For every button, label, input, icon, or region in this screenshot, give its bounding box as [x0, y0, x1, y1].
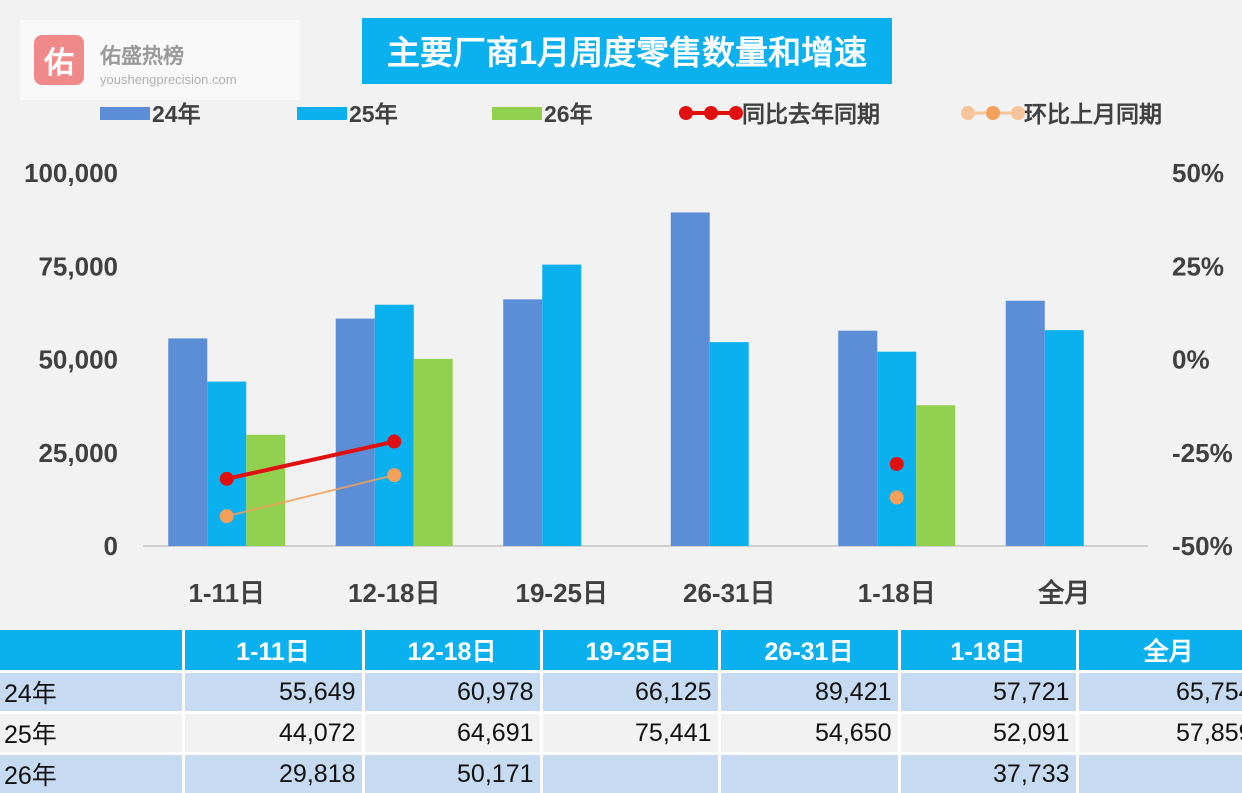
bar-26年 [246, 435, 285, 546]
bar-24年 [503, 299, 542, 546]
bar-26年 [916, 405, 955, 546]
table-cell: 54,650 [719, 713, 899, 754]
point-环比上月同期 [220, 509, 234, 523]
point-同比去年同期 [387, 435, 401, 449]
legend-marker [961, 106, 975, 120]
y-left-tick-label: 50,000 [38, 345, 118, 375]
point-同比去年同期 [890, 457, 904, 471]
bar-24年 [336, 319, 375, 546]
chart: 主要厂商1月周度零售数量和增速 24年 25年 26年 同比去年同期 环比上月同期 0 2… [0, 0, 1242, 630]
bar-25年 [877, 352, 916, 546]
table-header-cell [0, 630, 183, 672]
legend-swatch [492, 107, 542, 120]
table-header-cell: 19-25日 [541, 630, 719, 672]
table-cell [719, 754, 899, 793]
row-label: 24年 [0, 672, 183, 713]
table-header-cell: 1-11日 [183, 630, 363, 672]
y-right-tick-label: -25% [1172, 438, 1233, 468]
legend-label: 24年 [152, 101, 201, 127]
x-tick-label: 1-11日 [188, 578, 265, 608]
bar-25年 [542, 265, 581, 546]
table-row: 24年 55,649 60,978 66,125 89,421 57,721 6… [0, 672, 1242, 713]
table-cell: 64,691 [363, 713, 541, 754]
legend-marker [679, 106, 693, 120]
bar-25年 [375, 305, 414, 546]
legend: 24年 25年 26年 同比去年同期 环比上月同期 [100, 101, 1162, 127]
legend-marker [729, 106, 743, 120]
table-cell: 57,721 [899, 672, 1077, 713]
table-header-cell: 1-18日 [899, 630, 1077, 672]
table-cell: 89,421 [719, 672, 899, 713]
table-cell: 52,091 [899, 713, 1077, 754]
table-header-cell: 全月 [1077, 630, 1242, 672]
table-cell: 57,859 [1077, 713, 1242, 754]
table-header-cell: 12-18日 [363, 630, 541, 672]
table-cell: 37,733 [899, 754, 1077, 793]
table-cell: 75,441 [541, 713, 719, 754]
data-table: 1-11日 12-18日 19-25日 26-31日 1-18日 全月 24年 … [0, 630, 1242, 793]
table-row: 25年 44,072 64,691 75,441 54,650 52,091 5… [0, 713, 1242, 754]
table-row: 26年 29,818 50,171 37,733 [0, 754, 1242, 793]
x-tick-label: 全月 [1037, 578, 1090, 608]
legend-marker [1011, 106, 1025, 120]
bar-24年 [838, 331, 877, 546]
point-环比上月同期 [890, 491, 904, 505]
y-left-tick-label: 0 [104, 531, 118, 561]
point-环比上月同期 [387, 468, 401, 482]
bar-24年 [1006, 301, 1045, 546]
table-cell: 29,818 [183, 754, 363, 793]
legend-label: 26年 [544, 101, 593, 127]
y-left-tick-label: 100,000 [24, 158, 118, 188]
legend-label: 同比去年同期 [742, 101, 880, 127]
legend-swatch [100, 107, 150, 120]
bar-24年 [671, 212, 710, 546]
legend-swatch [297, 107, 347, 120]
bar-24年 [168, 338, 207, 546]
y-right-tick-label: 50% [1172, 158, 1224, 188]
y-left-tick-label: 75,000 [38, 251, 118, 281]
bar-25年 [1045, 330, 1084, 546]
x-tick-label: 1-18日 [858, 578, 936, 608]
legend-label: 25年 [349, 101, 398, 127]
table-cell: 44,072 [183, 713, 363, 754]
x-tick-label: 19-25日 [516, 578, 609, 608]
table-header-row: 1-11日 12-18日 19-25日 26-31日 1-18日 全月 [0, 630, 1242, 672]
chart-title: 主要厂商1月周度零售数量和增速 [387, 34, 867, 71]
table-cell: 55,649 [183, 672, 363, 713]
y-right-tick-label: 25% [1172, 251, 1224, 281]
table-cell [1077, 754, 1242, 793]
legend-label: 环比上月同期 [1024, 101, 1162, 127]
y-right-tick-label: -50% [1172, 531, 1233, 561]
table-cell: 50,171 [363, 754, 541, 793]
y-left-tick-label: 25,000 [38, 438, 118, 468]
bar-26年 [414, 359, 453, 546]
bar-25年 [710, 342, 749, 546]
table-cell: 60,978 [363, 672, 541, 713]
point-同比去年同期 [220, 472, 234, 486]
x-tick-label: 26-31日 [683, 578, 776, 608]
row-label: 25年 [0, 713, 183, 754]
table-cell: 66,125 [541, 672, 719, 713]
table-cell: 65,754 [1077, 672, 1242, 713]
legend-marker [704, 106, 718, 120]
table-cell [541, 754, 719, 793]
table-header-cell: 26-31日 [719, 630, 899, 672]
legend-marker [986, 106, 1000, 120]
y-right-tick-label: 0% [1172, 345, 1210, 375]
x-tick-label: 12-18日 [348, 578, 441, 608]
row-label: 26年 [0, 754, 183, 793]
